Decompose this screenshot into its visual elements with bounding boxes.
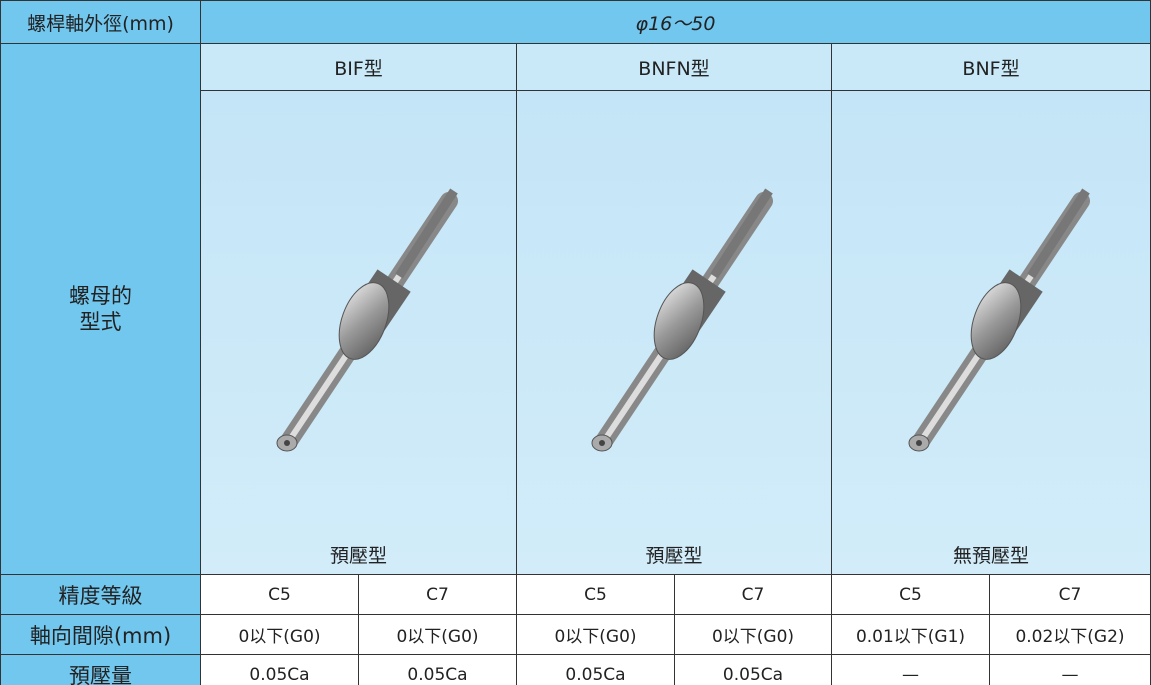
preload-type: 無預壓型 [952,545,1029,567]
ball-screw-image [908,188,1090,452]
row-cell: 0.01以下(G1) [832,615,990,655]
row-cell: 0以下(G0) [675,615,832,655]
model-name: BNFN型 [517,44,832,91]
label-line: 螺母的 [69,284,132,308]
header-label: 螺桿軸外徑(mm) [0,0,201,44]
row-cell: 0.02以下(G2) [990,615,1151,655]
row-label: 精度等級 [0,575,201,615]
row-cell: C5 [201,575,359,615]
row-cell: 0以下(G0) [359,615,517,655]
row-cell: C7 [675,575,832,615]
row-cell: 0.05Ca [359,655,517,685]
model-name: BNF型 [832,44,1151,91]
ball-screw-image [276,188,458,452]
row-cell: C7 [990,575,1151,615]
row-cell: C5 [517,575,675,615]
row-cell: 0.05Ca [201,655,359,685]
model-image-cell: 無預壓型 [832,91,1151,575]
header-value: φ16～50 [201,0,1151,44]
row-cell: 0.05Ca [675,655,832,685]
row-label: 軸向間隙(mm) [0,615,201,655]
ball-screw-image [591,188,773,452]
model-image-cell: 預壓型 [517,91,832,575]
row-label: 預壓量 [0,655,201,685]
row-cell: 0以下(G0) [201,615,359,655]
preload-type: 預壓型 [645,545,703,567]
label-line: 型式 [79,310,122,334]
model-image-cell: 預壓型 [201,91,517,575]
row-cell: C7 [359,575,517,615]
row-cell: 0.05Ca [517,655,675,685]
row-cell: — [990,655,1151,685]
preload-type: 預壓型 [329,545,387,567]
row-cell: — [832,655,990,685]
model-name: BIF型 [201,44,517,91]
row-cell: 0以下(G0) [517,615,675,655]
row-cell: C5 [832,575,990,615]
nut-type-label: 螺母的 型式 [0,44,201,575]
